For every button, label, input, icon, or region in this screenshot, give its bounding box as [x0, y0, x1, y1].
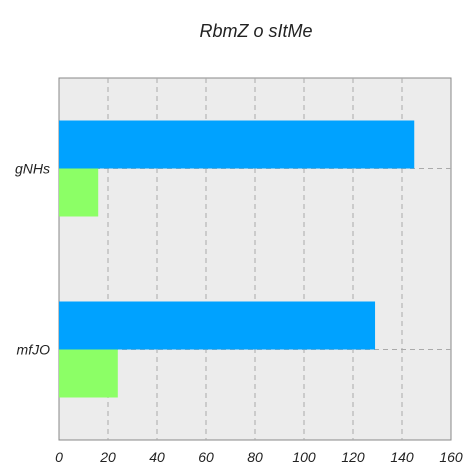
axis-ticks: gNHs mfJO 0 20 40 60 80 100 120 140 160 — [15, 161, 463, 466]
bar-series2-1 — [59, 349, 118, 398]
x-tick-label-60: 60 — [198, 449, 214, 465]
bars — [59, 120, 415, 398]
bar-series1-0 — [59, 120, 415, 169]
bar-series1-1 — [59, 301, 376, 350]
x-tick-label-20: 20 — [99, 449, 116, 465]
chart-title: RbmZ o sItMe — [199, 21, 312, 41]
bar-series2-0 — [59, 168, 99, 217]
x-tick-label-40: 40 — [149, 449, 165, 465]
y-tick-label-1: mfJO — [17, 342, 51, 358]
y-tick-label-0: gNHs — [15, 161, 50, 177]
x-tick-label-120: 120 — [341, 449, 365, 465]
x-tick-label-160: 160 — [439, 449, 463, 465]
x-tick-label-0: 0 — [55, 449, 63, 465]
x-tick-label-140: 140 — [390, 449, 414, 465]
x-tick-label-80: 80 — [247, 449, 263, 465]
x-tick-label-100: 100 — [292, 449, 316, 465]
